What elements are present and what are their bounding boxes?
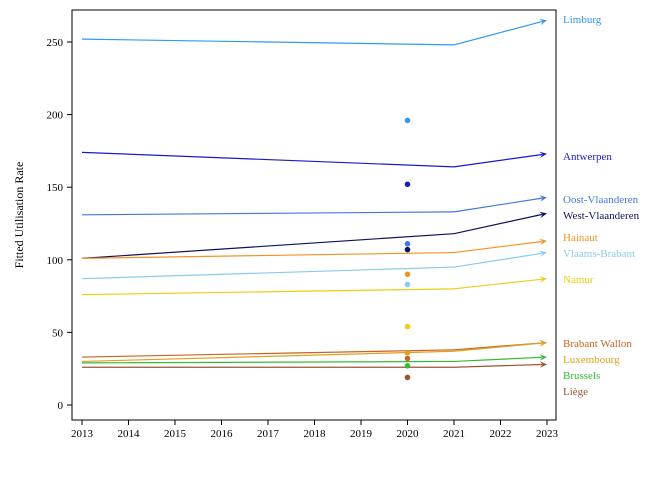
x-tick-label: 2020 [397, 428, 420, 440]
series-line-vlaams-brabant [81, 266, 455, 280]
series-arrow-shaft-luxembourg [453, 342, 543, 352]
y-tick-label: 250 [47, 37, 64, 49]
point-2020-antwerpen [404, 181, 411, 188]
series-label-li-ge: Liège [563, 386, 588, 398]
series-label-oost-vlaanderen: Oost-Vlaanderen [563, 194, 639, 206]
series-arrowhead-brussels [539, 354, 547, 361]
y-tick-label: 50 [52, 327, 64, 339]
series-arrowhead-hainaut [539, 238, 547, 246]
series-arrow-shaft-namur [453, 278, 543, 290]
y-tick-label: 150 [47, 182, 64, 194]
series-label-antwerpen: Antwerpen [563, 151, 612, 163]
y-axis-title: Fitted Utilisation Rate [12, 162, 26, 269]
x-tick-label: 2016 [211, 428, 234, 440]
series-arrow-shaft-brussels [453, 356, 543, 363]
series-line-oost-vlaanderen [81, 211, 455, 216]
series-arrow-shaft-west-vlaanderen [453, 213, 543, 235]
point-2020-brussels [404, 362, 411, 369]
series-labels: Limburg Antwerpen Oost-Vlaanderen West-Vlaa… [563, 14, 640, 398]
series-arrowhead-limburg [539, 18, 547, 26]
x-tick-label: 2018 [304, 428, 327, 440]
series-arrow-shaft-li-ge [453, 363, 543, 368]
series-line-hainaut [81, 251, 455, 259]
series-label-hainaut: Hainaut [563, 232, 598, 244]
x-tick-label: 2019 [350, 428, 373, 440]
y-tick-label: 0 [58, 400, 64, 412]
point-2020-west-vlaanderen [404, 246, 411, 253]
series-lines [81, 18, 547, 368]
x-tick-label: 2022 [490, 428, 512, 440]
series-arrow-shaft-vlaams-brabant [453, 252, 543, 268]
series-arrowhead-antwerpen [539, 151, 547, 159]
series-label-namur: Namur [563, 274, 594, 286]
point-2020-luxembourg [404, 349, 411, 356]
point-2020-brabant-wallon [404, 355, 411, 362]
series-label-vlaams-brabant: Vlaams-Brabant [563, 248, 635, 260]
point-2020-li-ge [404, 374, 411, 381]
series-arrow-shaft-limburg [453, 20, 543, 46]
x-tick-label: 2014 [118, 428, 141, 440]
series-label-luxembourg: Luxembourg [563, 354, 620, 366]
series-line-limburg [81, 38, 455, 46]
y-tick-label: 100 [47, 255, 64, 267]
point-2020-limburg [404, 117, 411, 124]
series-line-west-vlaanderen [81, 233, 455, 259]
series-line-namur [81, 288, 455, 296]
series-arrowhead-li-ge [539, 361, 547, 368]
series-arrowhead-vlaams-brabant [539, 250, 547, 257]
y-axis: 0 50 100 150 200 250 [47, 37, 72, 412]
series-line-antwerpen [81, 151, 455, 168]
series-label-west-vlaanderen: West-Vlaanderen [563, 210, 640, 222]
y-tick-label: 200 [47, 110, 64, 122]
point-2020-oost-vlaanderen [404, 241, 411, 247]
series-arrowhead-namur [539, 276, 547, 283]
x-tick-label: 2023 [536, 428, 559, 440]
series-label-brussels: Brussels [563, 370, 600, 382]
point-2020-namur [404, 323, 411, 330]
series-label-brabant-wallon: Brabant Wallon [563, 338, 632, 350]
series-arrowhead-oost-vlaanderen [539, 195, 547, 202]
x-tick-label: 2015 [164, 428, 187, 440]
point-2020-vlaams-brabant [404, 281, 411, 288]
plot-area-frame [71, 9, 557, 421]
point-2020-hainaut [404, 271, 411, 278]
series-arrow-shaft-antwerpen [453, 153, 543, 168]
series-arrow-shaft-oost-vlaanderen [453, 197, 543, 213]
series-line-brabant-wallon [81, 349, 455, 358]
x-tick-label: 2013 [71, 428, 94, 440]
points-2020 [404, 117, 411, 381]
series-line-luxembourg [81, 350, 455, 363]
x-axis: 2013 2014 2015 2016 2017 2018 2019 2020 2021 2022… [71, 420, 559, 440]
series-line-brussels [81, 360, 455, 364]
series-arrowhead-luxembourg [539, 339, 547, 347]
series-label-limburg: Limburg [563, 14, 602, 26]
series-arrowhead-west-vlaanderen [539, 211, 547, 219]
x-tick-label: 2017 [257, 428, 280, 440]
series-arrow-shaft-hainaut [453, 240, 543, 254]
x-tick-label: 2021 [443, 428, 465, 440]
